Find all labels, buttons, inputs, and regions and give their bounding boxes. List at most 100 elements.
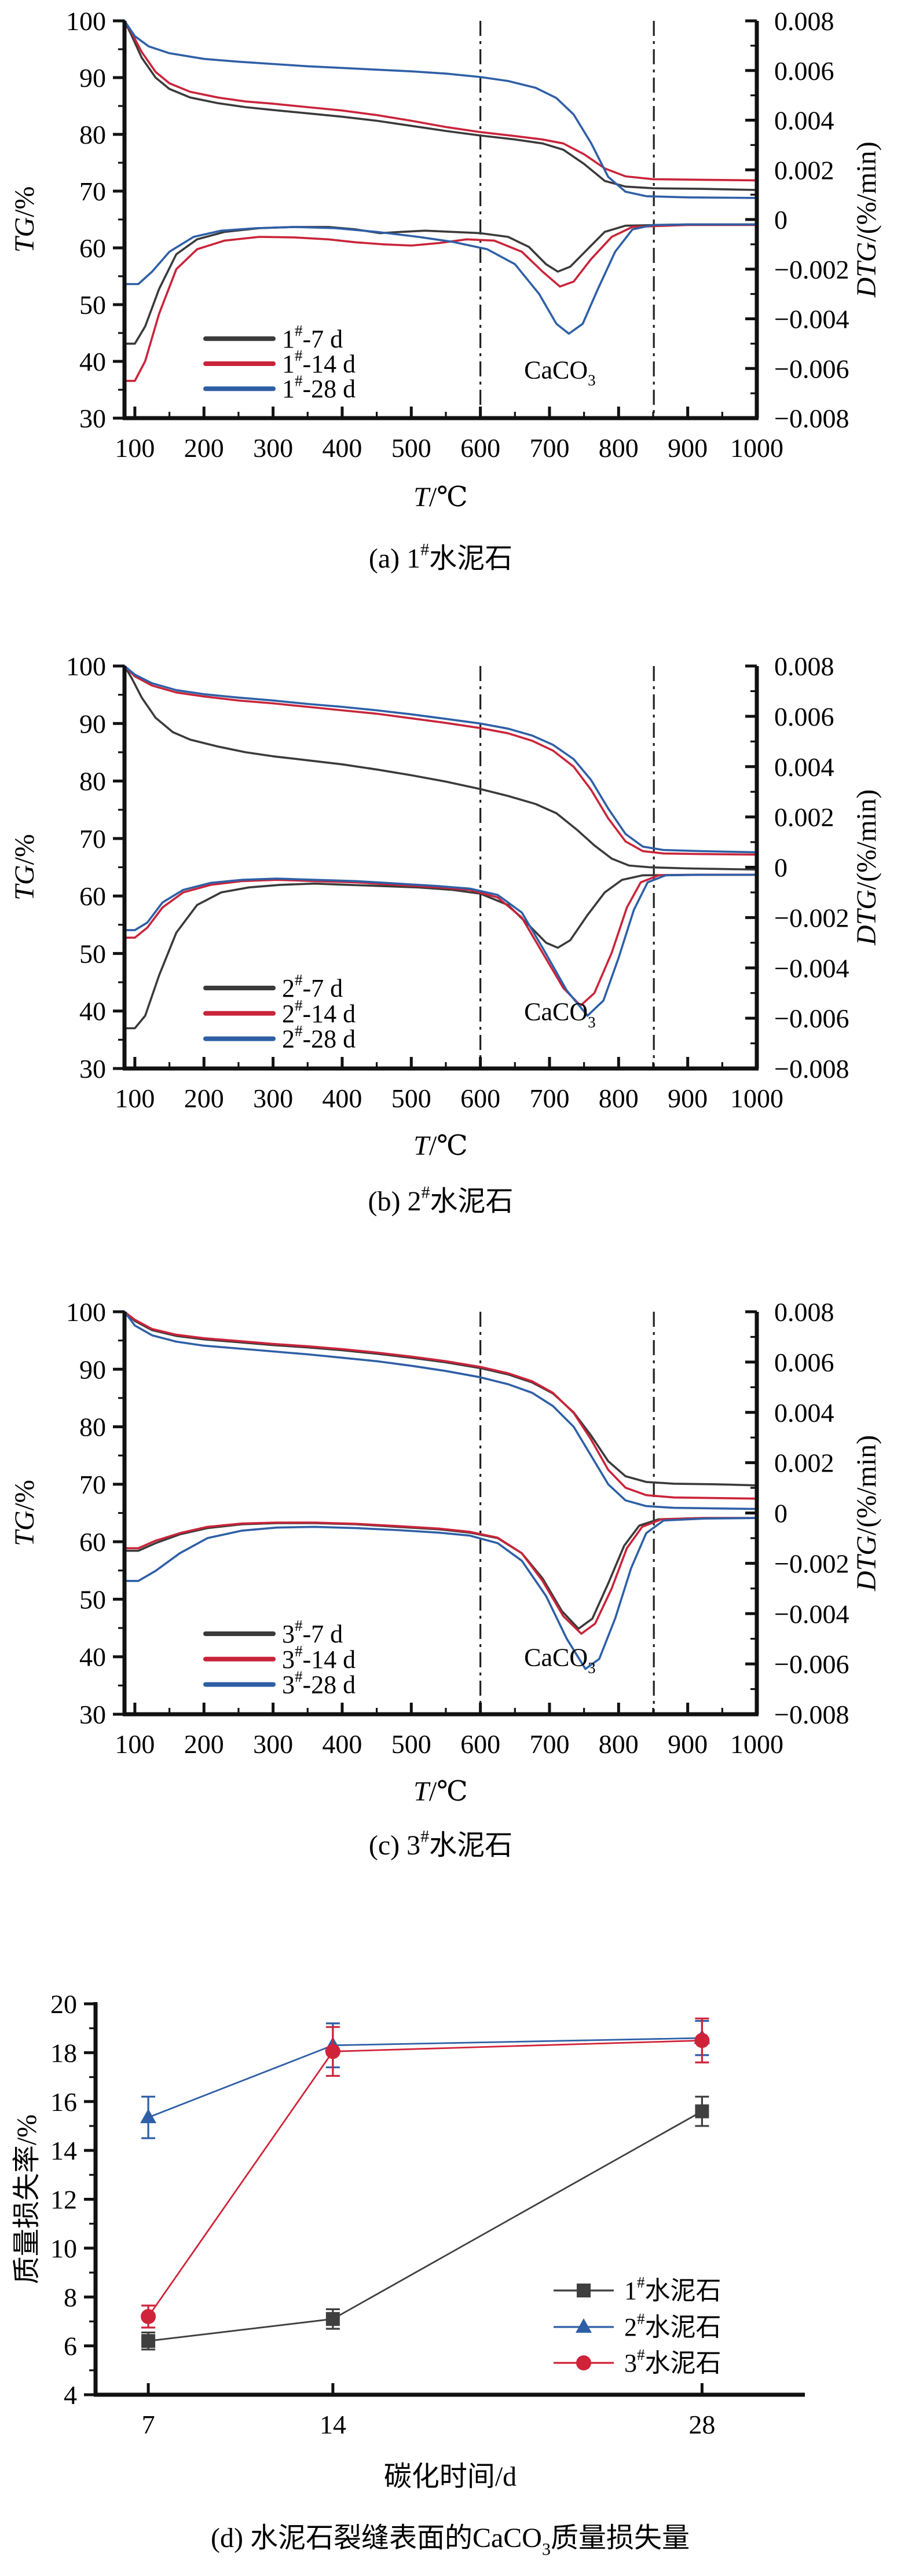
right-tick-label: 0.004 <box>774 752 834 782</box>
annotation: CaCO3 <box>524 998 596 1031</box>
series-3#水泥石 <box>141 2017 710 2329</box>
right-tick-label: −0.008 <box>774 1700 849 1729</box>
right-axis-title: DTG/(%/min) <box>851 789 882 946</box>
right-tick-label: −0.004 <box>774 1599 849 1629</box>
right-tick-label: −0.006 <box>774 354 849 383</box>
caco3-annotation: CaCO3 <box>524 998 596 1031</box>
left-tick-label: 80 <box>79 120 106 149</box>
series-1#水泥石 <box>141 2095 709 2351</box>
right-tick-label: 0.008 <box>774 652 834 681</box>
dtg-curve-3#-28d-DTG <box>123 1517 758 1670</box>
x-axis-title: 碳化时间/d <box>384 2461 517 2492</box>
y-right-axis-title: DTG/(%/min) <box>851 789 882 946</box>
left-tick-label: 90 <box>79 709 106 738</box>
right-axis-ticks: 0.008 0.006 0.004 0.002 0 −0.002 −0.004 −0.006 −… <box>745 652 849 1084</box>
x-tick-label: 600 <box>460 433 500 463</box>
legend-label: 3#水泥石 <box>624 2346 721 2377</box>
left-tick-label: 30 <box>79 1054 106 1084</box>
panel-b-tg-dtg-chart: 100 200 300 400 500 600 700 800 900 1000100908070… <box>9 652 882 1217</box>
x-tick-label: 100 <box>115 1084 155 1113</box>
circle-marker <box>141 2309 156 2324</box>
left-tick-label: 30 <box>79 404 106 433</box>
tg-curve-1#-14d-TG <box>123 20 758 182</box>
right-tick-label: 0.008 <box>774 6 834 36</box>
x-tick-label: 900 <box>668 1084 708 1113</box>
y-tick-label: 12 <box>50 2185 77 2215</box>
square-marker <box>325 2312 340 2326</box>
left-tick-label: 40 <box>79 347 106 376</box>
y-tick-label: 14 <box>50 2136 77 2165</box>
right-tick-label: 0.004 <box>774 1398 834 1428</box>
x-tick-label: 900 <box>668 433 708 463</box>
legend-label: 3#-7 d <box>282 1617 343 1648</box>
x-tick-label: 200 <box>184 433 224 463</box>
left-tick-label: 60 <box>79 881 106 911</box>
right-tick-label: 0.006 <box>774 56 834 86</box>
y-left-axis-title: TG/% <box>9 834 40 901</box>
tg-curve-2#-7d-TG <box>123 665 758 871</box>
x-tick-label: 700 <box>529 1084 569 1113</box>
series-line-2#水泥石 <box>147 2037 703 2118</box>
left-axis-title: TG/% <box>9 1480 40 1546</box>
x-tick-label: 400 <box>322 433 362 463</box>
legend-label: 1#水泥石 <box>624 2274 721 2305</box>
data-series <box>140 2017 710 2351</box>
right-axis-ticks: 0.008 0.006 0.004 0.002 0 −0.002 −0.004 −0.006 −… <box>745 6 849 433</box>
y-right-axis-title: DTG/(%/min) <box>851 141 882 298</box>
triangle-marker <box>140 2109 157 2124</box>
left-tick-label: 50 <box>79 290 106 320</box>
left-tick-label: 70 <box>79 824 106 854</box>
x-axis-title: 碳化时间/d <box>384 2461 517 2492</box>
caption: (c) 3#水泥石 <box>369 1827 512 1861</box>
right-tick-label: −0.002 <box>774 903 849 932</box>
y-axis-title: 质量损失率/% <box>12 2114 42 2284</box>
tg-curve-3#-7d-TG <box>123 1311 758 1487</box>
right-tick-label: −0.004 <box>774 953 849 983</box>
dtg-curve-2#-14d-DTG <box>123 873 758 1007</box>
right-tick-label: 0 <box>774 205 788 235</box>
panel-a-tg-dtg-chart: 100 200 300 400 500 600 700 800 900 1000100908070… <box>9 6 882 574</box>
x-tick-label: 200 <box>184 1729 224 1759</box>
x-tick-label: 300 <box>253 1084 293 1113</box>
panel-d-mass-loss-chart: 7 14 28 20 18 16 14 12 10 8 6 4 1#水泥石 2#水泥石 3#水泥石 质量损失率… <box>12 1989 805 2559</box>
right-tick-label: −0.008 <box>774 404 849 433</box>
left-axis-ticks: 100 90 80 70 60 50 40 30 <box>66 1297 124 1729</box>
annotation: CaCO3 <box>524 1644 596 1677</box>
series-2#水泥石 <box>140 2019 710 2139</box>
x-axis-title: T/℃ <box>413 1130 468 1161</box>
legend-label: 1#-7 d <box>282 322 343 353</box>
dtg-curve-1#-14d-DTG <box>123 224 758 382</box>
left-tick-label: 90 <box>79 1355 106 1384</box>
left-tick-label: 50 <box>79 939 106 968</box>
tg-curve-1#-28d-TG <box>123 20 758 199</box>
tg-curve-2#-28d-TG <box>123 665 758 854</box>
left-axis-ticks: 100 90 80 70 60 50 40 30 <box>66 6 124 433</box>
x-tick-label: 800 <box>599 1084 639 1113</box>
left-tick-label: 70 <box>79 177 106 206</box>
x-tick-label: 7 <box>142 2410 155 2439</box>
curves <box>123 20 758 382</box>
x-tick-label: 400 <box>322 1084 362 1113</box>
left-tick-label: 60 <box>79 1527 106 1557</box>
left-tick-label: 100 <box>66 1297 106 1327</box>
right-tick-label: −0.002 <box>774 1549 849 1578</box>
caption: (a) 1#水泥石 <box>369 540 512 574</box>
y-tick-label: 10 <box>50 2234 77 2263</box>
panel-c-tg-dtg-chart: 100 200 300 400 500 600 700 800 900 1000100908070… <box>9 1297 882 1861</box>
left-axis-ticks: 100 90 80 70 60 50 40 30 <box>66 652 124 1084</box>
right-tick-label: −0.004 <box>774 305 849 334</box>
y-axis-ticks: 20 18 16 14 12 10 8 6 4 <box>50 1989 96 2410</box>
x-tick-label: 600 <box>460 1729 500 1759</box>
x-tick-label: 600 <box>460 1084 500 1113</box>
right-tick-label: 0 <box>774 1499 788 1528</box>
right-axis-ticks: 0.008 0.006 0.004 0.002 0 −0.002 −0.004 −0.006 −… <box>745 1297 849 1729</box>
right-axis-title: DTG/(%/min) <box>851 141 882 298</box>
legend-label: 3#-28 d <box>282 1668 356 1699</box>
right-tick-label: 0.004 <box>774 106 834 136</box>
left-tick-label: 50 <box>79 1585 106 1614</box>
right-tick-label: 0.002 <box>774 1448 834 1478</box>
square-marker <box>577 2284 591 2297</box>
panel-caption: (d) 水泥石裂缝表面的CaCO3质量损失量 <box>211 2523 690 2559</box>
x-tick-label: 700 <box>529 433 569 463</box>
y-tick-label: 6 <box>64 2332 77 2361</box>
